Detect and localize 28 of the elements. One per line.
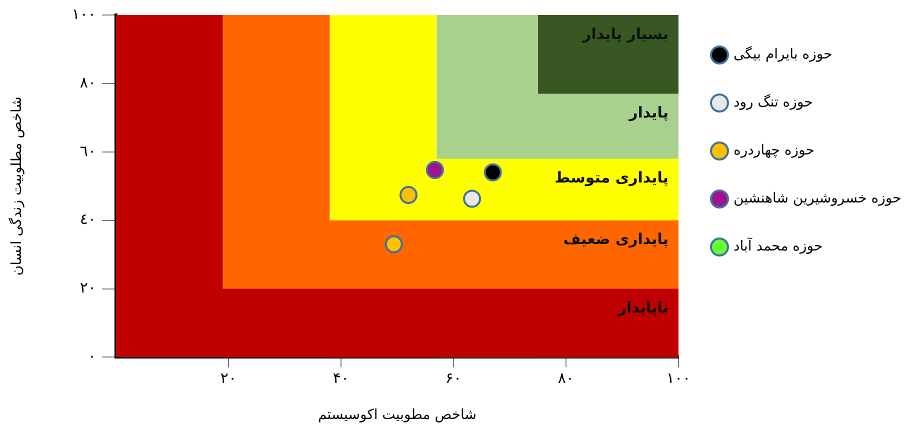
y-tick-label: ٨٠ xyxy=(80,73,96,92)
legend-label: حوزه بایرام بیگی xyxy=(734,46,832,63)
x-tick-label: ۱۰۰ xyxy=(666,369,691,388)
x-tick-label: ۸۰ xyxy=(558,369,574,388)
y-axis-title: شاخص مطلوبیت زندگی انسان xyxy=(8,96,26,276)
point xyxy=(384,235,403,254)
series-label: بسیار پایدار xyxy=(582,24,668,43)
y-tick-label: ٤٠ xyxy=(80,210,96,228)
x-axis-title: شاخص مطوبیت اکوسیستم xyxy=(318,407,477,424)
y-tick-label: ٢٠ xyxy=(80,278,96,297)
y-tick-label: ١٠٠ xyxy=(72,4,96,23)
point xyxy=(399,186,418,204)
series-label: پایداری ضعیف xyxy=(563,230,668,248)
y-tick-label: ٠ xyxy=(88,347,96,366)
series-label: پایداری متوسط xyxy=(554,168,668,187)
point xyxy=(484,163,502,182)
x-tick-label: ۴۰ xyxy=(332,369,350,388)
x-tick-label: ۶۰ xyxy=(445,369,462,388)
legend-label: حوزه خسروشیرین شاهنشین xyxy=(734,190,902,207)
y-tick-label: ٦٠ xyxy=(80,142,96,160)
series-label: پایدار xyxy=(628,104,668,122)
legend-label: حوزه محمد آباد xyxy=(734,236,823,255)
point xyxy=(426,161,444,180)
point xyxy=(463,190,482,208)
series-label: ناپایدار xyxy=(616,298,668,317)
legend-label: حوزه چهاردره xyxy=(734,142,814,159)
legend-label: حوزه تنگ رود xyxy=(734,94,813,111)
x-tick-label: ۲۰ xyxy=(220,369,237,388)
